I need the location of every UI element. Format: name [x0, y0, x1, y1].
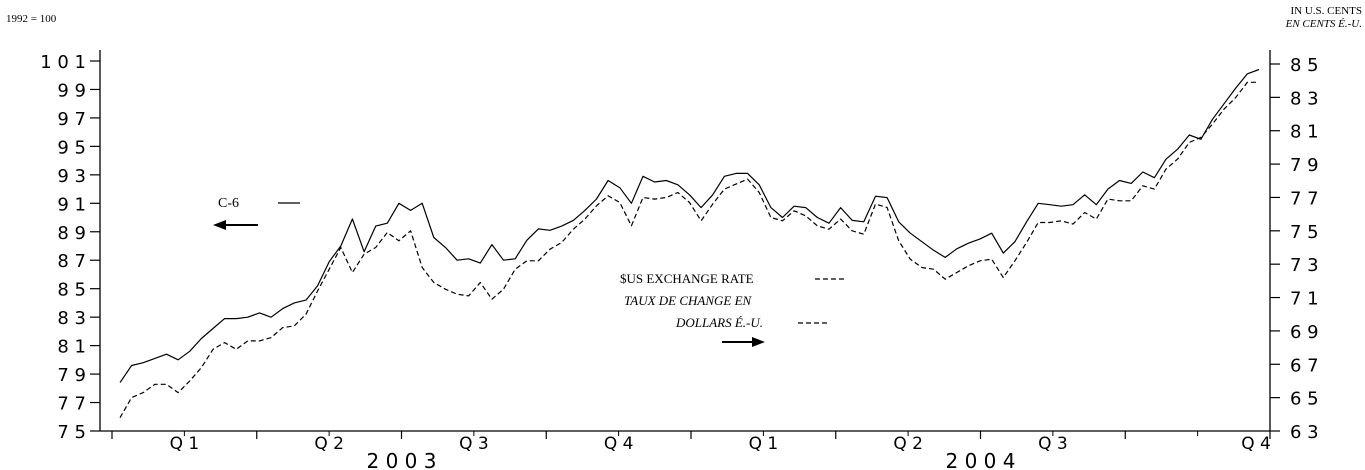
right-tick-label: 6 3 [1290, 422, 1319, 443]
series-c6-line [119, 68, 1260, 383]
x-quarter-label: Q 2 [893, 434, 923, 454]
left-tick-label: 9 7 [57, 109, 86, 130]
left-arrow-icon [213, 220, 258, 230]
right-axis: 6 3 6 5 6 7 6 9 7 1 7 3 7 5 7 7 7 9 8 1 8 3 8 5 [1270, 55, 1319, 443]
legend-exchange-rate-fr-line2: DOLLARS É.-U. [675, 315, 763, 330]
left-tick-label: 9 9 [57, 80, 86, 101]
x-year-label: 2 0 0 4 [946, 449, 1016, 470]
right-tick-label: 7 9 [1290, 155, 1319, 176]
right-tick-label: 8 5 [1290, 55, 1319, 76]
left-tick-label: 8 3 [57, 308, 86, 329]
chart-frame [99, 50, 1271, 432]
left-axis: 7 5 7 7 7 9 8 1 8 3 8 5 8 7 8 9 9 1 9 3 9 5 9 7 9 9 1… [40, 52, 100, 443]
legend-exchange-rate-label: $US EXCHANGE RATE [620, 271, 754, 286]
left-tick-label: 8 5 [57, 280, 86, 301]
left-tick-label: 7 5 [57, 422, 86, 443]
x-year-label: 2 0 0 3 [367, 449, 437, 470]
left-tick-label: 1 0 1 [40, 52, 86, 73]
left-tick-label: 9 3 [57, 166, 86, 187]
left-tick-label: 9 5 [57, 137, 86, 158]
right-tick-label: 7 1 [1290, 289, 1319, 310]
right-tick-label: 6 7 [1290, 355, 1319, 376]
x-quarter-label: Q 1 [749, 434, 779, 454]
right-tick-label: 8 1 [1290, 122, 1319, 143]
x-quarter-label: Q 2 [314, 434, 344, 454]
right-axis-unit-label-fr: EN CENTS É.-U. [1285, 18, 1362, 30]
right-axis-unit-label-en: IN U.S. CENTS [1290, 5, 1362, 17]
x-quarter-label: Q 3 [459, 434, 489, 454]
series-exchange-rate-line [119, 81, 1259, 418]
left-axis-unit-label: 1992 = 100 [6, 13, 57, 25]
left-tick-label: 7 9 [57, 365, 86, 386]
left-tick-label: 9 1 [57, 194, 86, 215]
legend-exchange-rate-fr-line1: TAUX DE CHANGE EN [624, 293, 753, 308]
series-lines [119, 68, 1260, 418]
x-quarter-label: Q 4 [1241, 434, 1271, 454]
right-tick-label: 6 9 [1290, 322, 1319, 343]
right-tick-label: 6 5 [1290, 389, 1319, 410]
left-tick-label: 8 9 [57, 223, 86, 244]
x-quarter-label: Q 1 [170, 434, 200, 454]
right-tick-label: 7 7 [1290, 188, 1319, 209]
right-tick-label: 8 3 [1290, 88, 1319, 109]
left-tick-label: 7 7 [57, 394, 86, 415]
right-arrow-icon [722, 337, 765, 347]
x-quarter-label: Q 4 [604, 434, 634, 454]
right-tick-label: 7 3 [1290, 255, 1319, 276]
right-tick-label: 7 5 [1290, 222, 1319, 243]
x-quarter-label: Q 3 [1038, 434, 1068, 454]
x-axis: Q 1 Q 2 Q 3 Q 4 Q 1 Q 2 Q 3 Q 4 2 0 0 3 2 0 0 4 [111, 431, 1271, 470]
legend-c6-label: C-6 [218, 196, 239, 211]
left-tick-label: 8 7 [57, 251, 86, 272]
left-tick-label: 8 1 [57, 337, 86, 358]
